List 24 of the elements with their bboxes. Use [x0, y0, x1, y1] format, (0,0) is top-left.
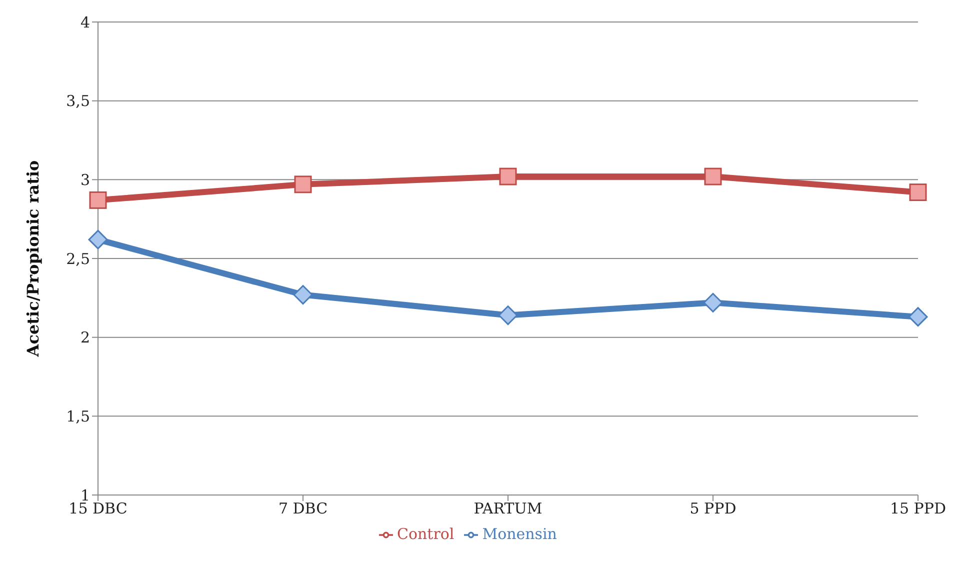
point [908, 307, 928, 327]
x-tick-label: 7 DBC [278, 500, 328, 518]
y-tick-label: 3 [80, 170, 90, 189]
y-tick-label: 3,5 [66, 92, 90, 110]
x-tick-label: 15 DBC [68, 500, 128, 518]
point [703, 292, 723, 312]
point [704, 168, 722, 186]
point [293, 285, 313, 305]
point [499, 168, 517, 186]
point [498, 306, 518, 326]
y-tick-label: 2 [80, 328, 90, 347]
x-tick-label: 5 PPD [690, 500, 736, 518]
x-tick-label: 15 PPD [890, 500, 946, 518]
y-axis-title: Acetic/Propionic ratio [24, 160, 43, 358]
legend-label: Control [397, 525, 454, 543]
y-tick-label: 2,5 [66, 250, 90, 268]
point [89, 191, 107, 209]
point [88, 230, 108, 250]
legend-label: Monensin [482, 525, 557, 543]
y-tick-label: 4 [80, 13, 90, 32]
point [294, 176, 312, 194]
x-tick-label: PARTUM [474, 500, 542, 518]
y-tick-label: 1,5 [66, 407, 90, 426]
point [909, 184, 927, 202]
